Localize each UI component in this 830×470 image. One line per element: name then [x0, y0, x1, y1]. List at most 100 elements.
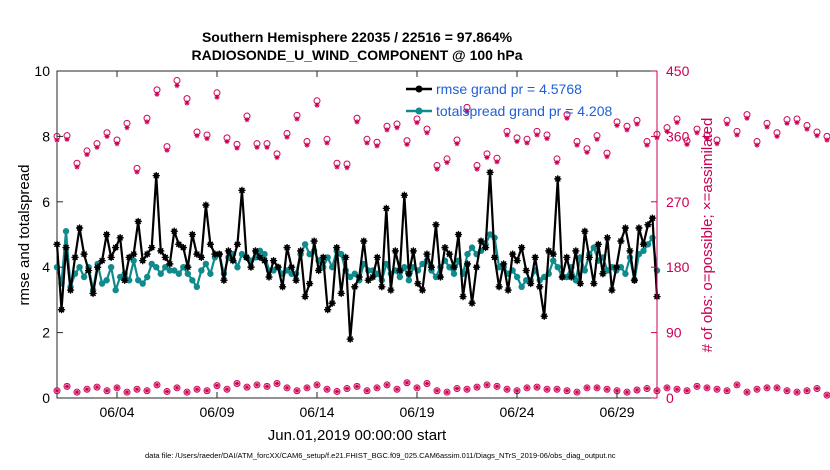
rmse-point-star	[197, 253, 205, 261]
obs-low-assimilated-marker	[644, 386, 650, 391]
rmse-point-star	[360, 237, 368, 245]
obs-assimilated-marker	[464, 109, 470, 115]
obs-low-assimilated-marker	[224, 387, 230, 392]
rmse-point-star	[71, 253, 79, 261]
obs-low-assimilated-marker	[484, 382, 490, 388]
obs-low-possible-marker	[573, 388, 581, 396]
rmse-point-star	[500, 260, 508, 268]
rmse-point-star	[603, 234, 611, 242]
totalspread-point	[256, 247, 264, 255]
totalspread-point	[446, 264, 453, 271]
rmse-point-star	[184, 263, 192, 271]
obs-assimilated-marker	[614, 122, 620, 129]
obs-markers	[53, 76, 830, 399]
obs-low-assimilated-marker	[304, 385, 310, 391]
obs-low-possible-marker	[683, 387, 691, 395]
totalspread-point	[80, 273, 88, 281]
obs-low-possible-marker	[483, 381, 491, 389]
obs-low-possible-marker	[723, 387, 731, 395]
rmse-point-star	[94, 263, 102, 271]
obs-low-possible-marker	[793, 388, 801, 396]
obs-low-possible-marker	[473, 383, 481, 391]
obs-low-possible-marker	[763, 384, 771, 392]
rmse-point-star	[143, 250, 151, 258]
obs-assimilated-marker	[114, 141, 120, 147]
rmse-point-star	[179, 243, 187, 252]
obs-assimilated-marker	[564, 115, 570, 121]
totalspread-point	[640, 247, 647, 255]
obs-assimilated-marker	[604, 154, 610, 160]
rmse-point-star	[148, 243, 156, 252]
obs-assimilated-marker	[294, 116, 300, 122]
obs-assimilated-marker	[524, 140, 530, 146]
obs-low-assimilated-marker	[284, 385, 290, 391]
rmse-point-star	[373, 253, 381, 261]
obs-assimilated-marker	[744, 115, 750, 121]
obs-low-possible-marker	[673, 385, 681, 393]
rmse-point-star	[161, 253, 169, 261]
obs-low-assimilated-marker	[344, 386, 350, 391]
totalspread-point	[486, 231, 494, 238]
rmse-point-star	[617, 237, 625, 245]
obs-low-possible-marker	[533, 383, 541, 391]
totalspread-point	[518, 283, 525, 291]
obs-low-assimilated-marker	[574, 389, 580, 395]
obs-assimilated-marker	[274, 154, 280, 161]
y-left-tick-label: 4	[42, 259, 50, 275]
totalspread-point	[98, 280, 106, 287]
rmse-point-star	[558, 273, 566, 281]
totalspread-point	[554, 264, 561, 271]
obs-assimilated-marker	[304, 142, 310, 148]
totalspread-point	[622, 270, 629, 277]
totalspread-point	[644, 241, 652, 248]
obs-low-possible-marker	[193, 385, 201, 393]
rmse-point-star	[116, 234, 124, 242]
obs-low-assimilated-marker	[94, 384, 100, 390]
obs-low-assimilated-marker	[504, 387, 510, 392]
totalspread-point	[590, 244, 598, 251]
obs-low-possible-marker	[273, 379, 281, 387]
obs-low-assimilated-marker	[744, 389, 750, 395]
obs-assimilated-marker	[704, 135, 710, 142]
obs-low-possible-marker	[353, 382, 361, 390]
x-tick-label: 06/29	[599, 404, 634, 420]
rmse-point-star	[599, 270, 607, 278]
obs-assimilated-marker	[814, 133, 820, 139]
y-axis-left-label: rmse and totalspread	[16, 165, 33, 306]
obs-low-assimilated-marker	[114, 385, 120, 391]
obs-assimilated-marker	[444, 159, 450, 166]
obs-low-assimilated-marker	[194, 387, 200, 392]
obs-low-possible-marker	[503, 385, 511, 393]
obs-low-possible-marker	[433, 387, 441, 395]
y-right-tick-label: 450	[666, 63, 690, 79]
totalspread-point	[324, 254, 331, 261]
totalspread-point	[153, 264, 160, 271]
obs-low-assimilated-marker	[494, 384, 500, 389]
rmse-point-star	[355, 273, 363, 281]
rmse-point-star	[549, 250, 557, 258]
rmse-point-star	[378, 283, 386, 291]
obs-low-possible-marker	[143, 387, 151, 395]
obs-low-assimilated-marker	[334, 389, 340, 394]
obs-low-possible-marker	[713, 385, 721, 393]
obs-assimilated-marker	[754, 142, 760, 148]
totalspread-point	[338, 250, 345, 258]
totalspread-point	[103, 277, 110, 284]
obs-assimilated-marker	[224, 138, 230, 145]
obs-assimilated-marker	[714, 141, 720, 147]
obs-low-assimilated-marker	[144, 388, 150, 393]
obs-assimilated-marker	[154, 91, 160, 97]
rmse-point-star	[545, 247, 553, 255]
obs-assimilated-marker	[264, 144, 270, 150]
obs-low-possible-marker	[203, 387, 211, 395]
x-axis-label: Jun.01,2019 00:00:00 start	[268, 427, 447, 444]
obs-low-assimilated-marker	[714, 387, 720, 392]
obs-assimilated-marker	[664, 128, 670, 134]
totalspread-point	[617, 264, 625, 271]
rmse-point-star	[166, 260, 174, 268]
obs-low-possible-marker	[823, 391, 830, 399]
totalspread-point	[193, 283, 201, 291]
obs-low-possible-marker	[633, 386, 641, 394]
rmse-point-star	[306, 279, 314, 288]
rmse-point-star	[269, 257, 278, 265]
